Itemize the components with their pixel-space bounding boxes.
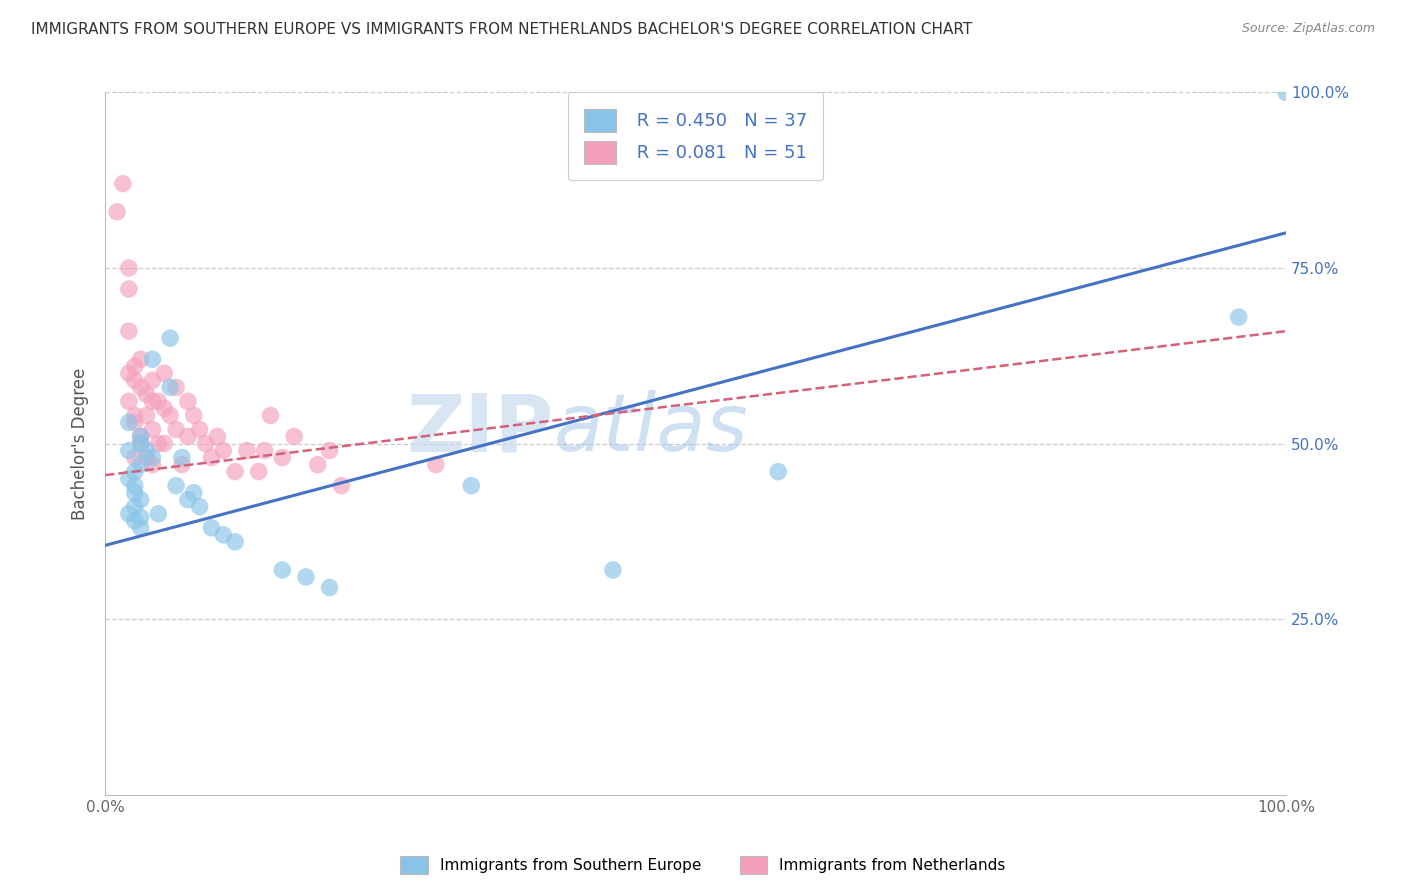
Point — [124, 485, 146, 500]
Point — [200, 450, 222, 465]
Point — [148, 394, 170, 409]
Point — [159, 331, 181, 345]
Point — [188, 500, 211, 514]
Point — [135, 409, 157, 423]
Point — [141, 373, 163, 387]
Point — [141, 458, 163, 472]
Point — [602, 563, 624, 577]
Point — [253, 443, 276, 458]
Point — [141, 352, 163, 367]
Point — [135, 450, 157, 465]
Point — [129, 436, 152, 450]
Point — [135, 443, 157, 458]
Text: Source: ZipAtlas.com: Source: ZipAtlas.com — [1241, 22, 1375, 36]
Point — [129, 521, 152, 535]
Point — [236, 443, 259, 458]
Point — [153, 401, 176, 416]
Point — [165, 380, 187, 394]
Point — [153, 436, 176, 450]
Point — [1275, 86, 1298, 100]
Point — [165, 478, 187, 492]
Point — [212, 528, 235, 542]
Point — [460, 478, 482, 492]
Point — [159, 380, 181, 394]
Point — [124, 416, 146, 430]
Point — [177, 492, 200, 507]
Point — [118, 472, 141, 486]
Point — [129, 510, 152, 524]
Point — [124, 359, 146, 374]
Point — [188, 422, 211, 436]
Point — [295, 570, 318, 584]
Point — [148, 507, 170, 521]
Point — [212, 443, 235, 458]
Point — [307, 458, 329, 472]
Point — [118, 366, 141, 380]
Point — [183, 485, 205, 500]
Point — [271, 450, 294, 465]
Point — [105, 204, 128, 219]
Text: atlas: atlas — [554, 391, 748, 468]
Point — [129, 436, 152, 450]
Y-axis label: Bachelor's Degree: Bachelor's Degree — [72, 368, 89, 520]
Point — [118, 324, 141, 338]
Legend: Immigrants from Southern Europe, Immigrants from Netherlands: Immigrants from Southern Europe, Immigra… — [394, 850, 1012, 880]
Point — [124, 514, 146, 528]
Point — [247, 465, 270, 479]
Point — [283, 429, 305, 443]
Point — [224, 534, 246, 549]
Point — [425, 458, 447, 472]
Point — [118, 507, 141, 521]
Point — [118, 416, 141, 430]
Point — [170, 450, 193, 465]
Point — [259, 409, 281, 423]
Point — [318, 581, 340, 595]
Point — [207, 429, 229, 443]
Point — [118, 394, 141, 409]
Point — [118, 260, 141, 275]
Point — [271, 563, 294, 577]
Point — [124, 500, 146, 514]
Point — [124, 465, 146, 479]
Point — [124, 409, 146, 423]
Point — [330, 478, 353, 492]
Point — [224, 465, 246, 479]
Point — [159, 409, 181, 423]
Legend:  R = 0.450   N = 37,  R = 0.081   N = 51: R = 0.450 N = 37, R = 0.081 N = 51 — [568, 93, 824, 180]
Point — [118, 282, 141, 296]
Point — [141, 450, 163, 465]
Point — [129, 492, 152, 507]
Point — [129, 380, 152, 394]
Point — [129, 458, 152, 472]
Point — [129, 429, 152, 443]
Point — [141, 422, 163, 436]
Point — [124, 450, 146, 465]
Point — [141, 394, 163, 409]
Point — [1227, 310, 1250, 325]
Text: IMMIGRANTS FROM SOUTHERN EUROPE VS IMMIGRANTS FROM NETHERLANDS BACHELOR'S DEGREE: IMMIGRANTS FROM SOUTHERN EUROPE VS IMMIG… — [31, 22, 972, 37]
Point — [177, 429, 200, 443]
Point — [170, 458, 193, 472]
Point — [129, 352, 152, 367]
Point — [118, 443, 141, 458]
Point — [111, 177, 134, 191]
Point — [124, 373, 146, 387]
Point — [148, 436, 170, 450]
Point — [318, 443, 340, 458]
Point — [200, 521, 222, 535]
Point — [194, 436, 217, 450]
Point — [183, 409, 205, 423]
Point — [768, 465, 790, 479]
Point — [177, 394, 200, 409]
Point — [124, 478, 146, 492]
Point — [165, 422, 187, 436]
Text: ZIP: ZIP — [406, 391, 554, 468]
Point — [135, 387, 157, 401]
Point — [129, 429, 152, 443]
Point — [153, 366, 176, 380]
